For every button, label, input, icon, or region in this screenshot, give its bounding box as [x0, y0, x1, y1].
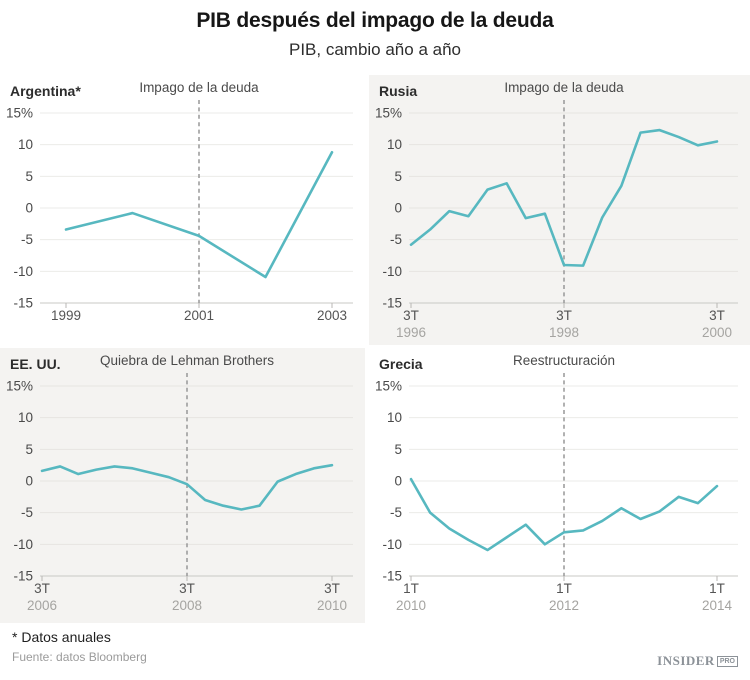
y-tick-label: -5 [21, 232, 33, 247]
page-subtitle: PIB, cambio año a año [288, 40, 461, 59]
source-credit: Fuente: datos Bloomberg [12, 650, 147, 664]
y-tick-label: -15 [382, 296, 402, 311]
page-title: PIB después del impago de la deuda [196, 9, 554, 32]
y-tick-label: -10 [382, 537, 402, 552]
panel-title-argentina: Argentina* [10, 83, 81, 99]
y-tick-label: 5 [25, 442, 33, 457]
x-tick-label: 1999 [51, 308, 81, 323]
y-tick-label: 10 [387, 410, 402, 425]
x-tick-year-label: 1998 [549, 325, 579, 340]
panel-argentina: Argentina* 15% 10 5 0 -5 -10 -15 1999 2001 2003 Im… [0, 75, 365, 345]
y-tick-label: 10 [387, 137, 402, 152]
x-tick-year-label: 1996 [396, 325, 426, 340]
x-tick-year-label: 2010 [396, 598, 426, 613]
y-tick-label: 15% [6, 106, 33, 121]
x-tick-label: 3T [179, 581, 195, 596]
y-tick-label: -15 [13, 296, 33, 311]
y-tick-label: 10 [18, 137, 33, 152]
brand-badge: PRO [716, 655, 738, 667]
y-tick-label: -5 [390, 232, 402, 247]
x-tick-year-label: 2008 [172, 598, 202, 613]
footnote: * Datos anuales [12, 629, 111, 645]
y-tick-label: 0 [394, 474, 402, 489]
page-header: PIB después del impago de la deuda PIB, … [0, 0, 750, 60]
panel-grecia: Grecia 15% 10 5 0 -5 -10 -15 1T 2010 1T 2012 1T 2014… [369, 348, 750, 623]
y-tick-label: 10 [18, 410, 33, 425]
y-tick-label: -10 [382, 264, 402, 279]
chart-argentina: 15% 10 5 0 -5 -10 -15 1999 2001 2003 Impago de la … [6, 80, 353, 323]
panel-title-grecia: Grecia [379, 356, 423, 372]
y-tick-label: -15 [13, 569, 33, 584]
y-tick-label: -5 [21, 505, 33, 520]
event-annotation: Impago de la deuda [504, 80, 624, 95]
gdp-line [409, 477, 719, 552]
panel-title-eeuu: EE. UU. [10, 356, 61, 372]
x-tick-label: 3T [709, 308, 725, 323]
y-tick-label: 5 [25, 169, 33, 184]
x-tick-label: 3T [34, 581, 50, 596]
y-tick-label: 0 [25, 474, 33, 489]
charts-grid: Argentina* 15% 10 5 0 -5 -10 -15 1999 2001 2003 Im… [0, 75, 750, 623]
y-tick-label: -15 [382, 569, 402, 584]
y-tick-label: -5 [390, 505, 402, 520]
x-tick-year-label: 2014 [702, 598, 733, 613]
y-tick-label: 0 [25, 201, 33, 216]
x-tick-year-label: 2010 [317, 598, 347, 613]
y-tick-label: 0 [394, 201, 402, 216]
event-annotation: Reestructuración [513, 353, 615, 368]
y-tick-label: 15% [375, 106, 402, 121]
x-tick-label: 3T [324, 581, 340, 596]
x-tick-label: 1T [556, 581, 572, 596]
x-tick-year-label: 2012 [549, 598, 579, 613]
chart-eeuu: 15%1050-5-10-153T20063T20083T2010Quiebra… [6, 353, 353, 613]
brand-logo: INSIDER PRO [657, 653, 738, 669]
panel-rusia: Rusia 15% 10 5 0 -5 -10 -15 3T 1996 3T 1998 3T 2000 I… [369, 75, 750, 345]
y-tick-label: -10 [13, 537, 33, 552]
chart-rusia: 15%1050-5-10-153T19963T19983T2000Impago … [375, 80, 738, 340]
y-tick-label: 5 [394, 442, 402, 457]
x-tick-label: 2003 [317, 308, 347, 323]
x-tick-year-label: 2000 [702, 325, 732, 340]
x-tick-label: 3T [556, 308, 572, 323]
x-tick-label: 1T [403, 581, 419, 596]
panel-title-rusia: Rusia [379, 83, 418, 99]
x-tick-label: 2001 [184, 308, 214, 323]
x-tick-label: 1T [709, 581, 725, 596]
gdp-line [64, 150, 334, 279]
event-annotation: Quiebra de Lehman Brothers [100, 353, 274, 368]
y-tick-label: 5 [394, 169, 402, 184]
x-tick-label: 3T [403, 308, 419, 323]
y-tick-label: 15% [6, 379, 33, 394]
y-tick-label: 15% [375, 379, 402, 394]
y-tick-label: -10 [13, 264, 33, 279]
x-tick-year-label: 2006 [27, 598, 57, 613]
gdp-line [409, 128, 719, 267]
brand-name: INSIDER [657, 653, 715, 668]
event-annotation: Impago de la deuda [139, 80, 259, 95]
panel-eeuu: EE. UU. 15% 10 5 0 -5 -10 -15 3T 2006 3T 2008 3T 201… [0, 348, 365, 623]
gdp-line [40, 463, 334, 511]
chart-grecia: 15%1050-5-10-151T20101T20121T2014Reestru… [375, 353, 738, 613]
